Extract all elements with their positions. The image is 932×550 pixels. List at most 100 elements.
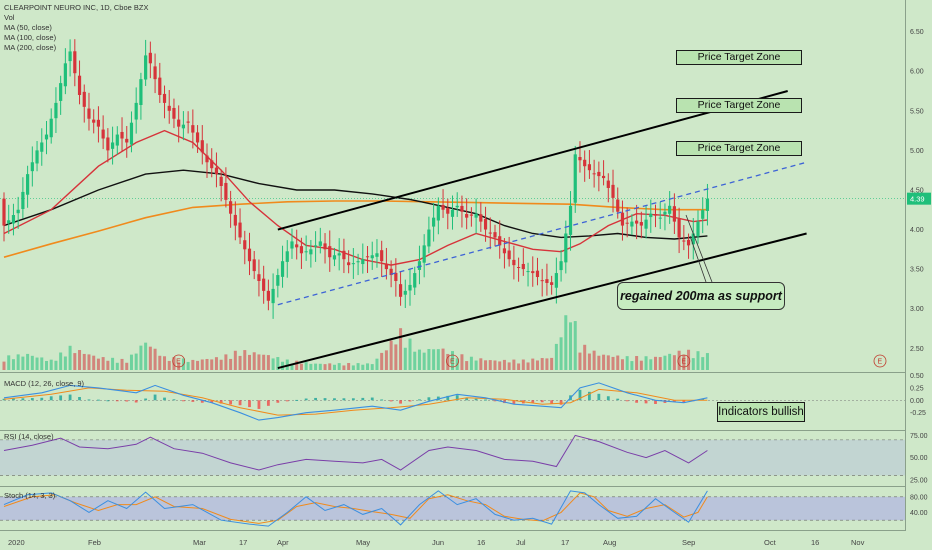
candle-body: [318, 241, 322, 246]
volume-bar: [526, 362, 530, 370]
volume-bar: [35, 357, 39, 370]
macd-histogram-bar: [682, 400, 686, 403]
earnings-marker-1: [446, 354, 459, 368]
candle-body: [186, 121, 190, 123]
candle-body: [247, 248, 252, 262]
ma100-line: [3, 169, 708, 240]
price-axis-tick-3: 5.00: [910, 148, 924, 155]
price-axis-tick-0: 6.50: [910, 29, 924, 36]
rsi-axis-tick-2: 25.00: [910, 477, 928, 484]
macd-histogram-bar: [616, 398, 620, 401]
volume-bar: [465, 361, 469, 370]
candle-body: [280, 261, 285, 277]
volume-bar: [26, 353, 30, 370]
candle-body: [110, 142, 115, 149]
candle-body: [134, 102, 138, 120]
candle-body: [30, 162, 34, 172]
volume-bar: [639, 360, 643, 370]
macd-histogram-bar: [153, 394, 157, 401]
candle-body: [474, 213, 478, 218]
channel-lower-line: [277, 232, 807, 370]
volume-bar: [569, 322, 573, 370]
candle-body: [521, 263, 525, 270]
macd-histogram-bar: [49, 396, 53, 401]
macd-axis-tick-1: 0.25: [910, 385, 924, 392]
candle-body: [205, 155, 209, 163]
volume-bar: [214, 357, 218, 370]
candle-body: [540, 280, 544, 282]
candle-body: [276, 275, 280, 286]
candle-body: [35, 150, 39, 164]
macd-histogram-bar: [229, 400, 233, 405]
stoch-label: Stoch (14, 3, 3): [4, 491, 56, 500]
volume-bar: [153, 348, 157, 370]
volume-bar: [512, 359, 516, 370]
candle-body: [87, 108, 91, 119]
macd-signal-line: [3, 387, 708, 416]
volume-bar: [384, 350, 388, 370]
volume-bar: [578, 352, 582, 370]
macd-histogram-bar: [200, 400, 204, 403]
time-axis-tick-8: Jul: [516, 538, 526, 547]
time-axis-tick-5: May: [356, 538, 370, 547]
macd-histogram-bar: [30, 398, 34, 401]
volume-bar: [186, 361, 190, 370]
price-target-zone-3: Price Target Zone: [676, 141, 802, 156]
macd-histogram-bar: [474, 398, 478, 401]
price-target-zone-2: Price Target Zone: [676, 98, 802, 113]
candle-body: [77, 75, 82, 95]
volume-bar: [427, 349, 431, 370]
candle-body: [229, 201, 233, 214]
volume-bar: [332, 364, 336, 370]
volume-bar: [592, 350, 596, 370]
candle-body: [313, 245, 318, 247]
volume-bar: [531, 358, 535, 370]
volume-bar: [417, 349, 421, 370]
volume-bar: [262, 354, 266, 370]
candle-body: [644, 219, 648, 229]
volume-bar: [380, 352, 384, 370]
macd-histogram-bar: [465, 397, 469, 401]
macd-histogram-bar: [672, 400, 676, 402]
macd-histogram-bar: [59, 395, 63, 401]
macd-histogram-bar: [134, 400, 138, 403]
candle-body: [351, 263, 355, 265]
volume-bar: [158, 355, 162, 370]
candle-body: [384, 263, 389, 270]
volume-bar: [498, 361, 502, 370]
price-axis-tick-8: 2.50: [910, 346, 924, 353]
volume-bar: [290, 363, 294, 370]
volume-bar: [318, 363, 322, 370]
candle-body: [413, 273, 417, 288]
macd-histogram-bar: [191, 400, 195, 402]
volume-bar: [375, 358, 379, 370]
candle-body: [483, 218, 488, 230]
volume-bar: [337, 363, 341, 370]
volume-bar: [620, 359, 624, 370]
candle-body: [210, 160, 214, 169]
macd-histogram-bar: [408, 400, 412, 402]
earnings-marker-label-2: E: [681, 359, 686, 366]
candle-body: [323, 243, 327, 250]
stoch-k-line: [3, 490, 708, 527]
volume-bar: [521, 359, 525, 370]
ma50-line: [3, 129, 708, 266]
earnings-marker-2: [677, 354, 691, 368]
volume-bar: [252, 352, 256, 370]
volume-bar: [625, 356, 629, 370]
candle-body: [195, 132, 200, 143]
time-axis-tick-7: 16: [477, 538, 485, 547]
macd-histogram-bar: [531, 400, 535, 403]
volume-bar: [115, 362, 119, 370]
candle-body: [583, 159, 587, 167]
volume-bar: [446, 353, 450, 370]
candle-body: [616, 199, 620, 212]
candle-body: [507, 250, 511, 260]
candle-body: [54, 102, 58, 119]
candle-body: [663, 211, 667, 215]
candle-body: [493, 232, 497, 238]
candle-body: [309, 249, 313, 255]
volume-bar: [432, 349, 436, 370]
candle-body: [672, 206, 676, 222]
